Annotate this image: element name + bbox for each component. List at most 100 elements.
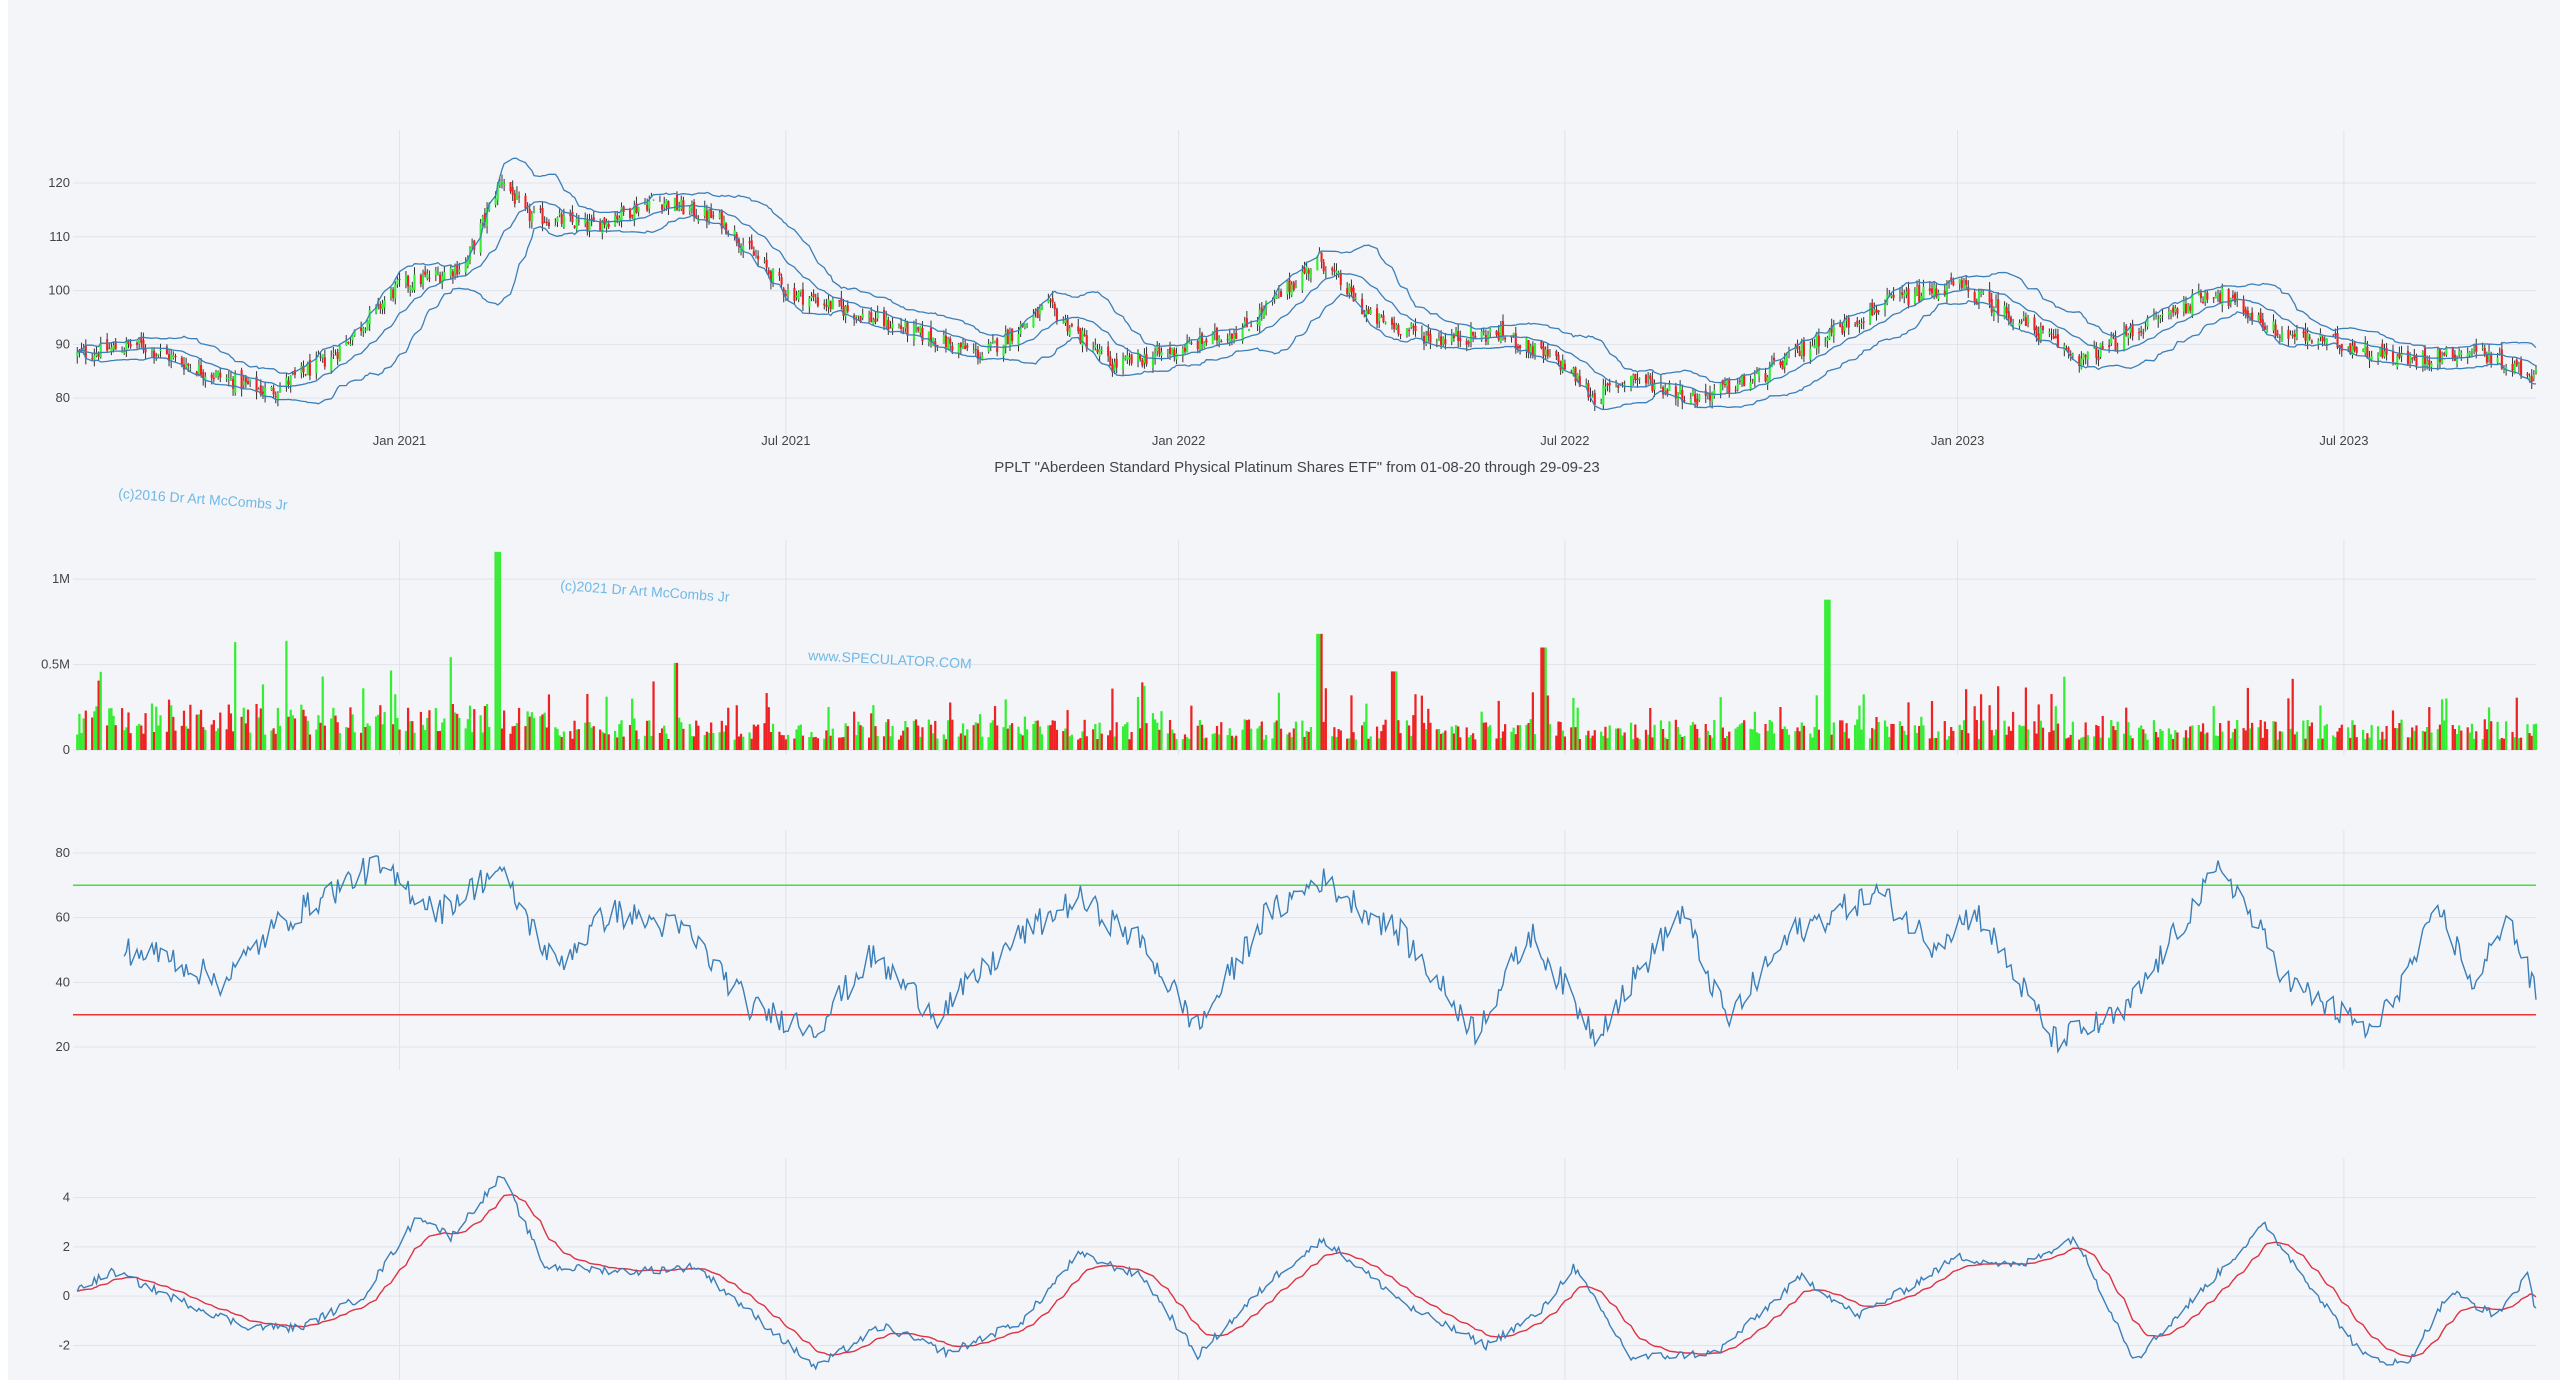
candle-body [227,377,230,380]
watermark-copyright-2021: (c)2021 Dr Art McCombs Jr [560,577,731,605]
candle-body [509,182,512,192]
candle-body [434,270,437,276]
candle-body [2056,334,2059,348]
volume-bar [1928,738,1931,750]
volume-bar [362,688,365,750]
volume-bar [1292,728,1295,750]
candle-body [1738,380,1741,382]
volume-bar [1653,724,1656,750]
candle-body [1467,342,1470,344]
volume-bar [633,718,636,750]
candle-body [441,275,444,284]
candle-body [2441,355,2444,364]
candle-body [957,344,960,354]
candle-body [2370,356,2373,360]
volume-bar [1772,733,1776,750]
volume-bar [1006,728,1009,750]
candle-body [1907,288,1910,306]
candle-body [114,341,117,350]
volume-bar [978,714,982,750]
candle-body [353,329,356,336]
volume-bar [330,718,333,750]
volume-bar [2338,727,2341,750]
volume-bar [2528,733,2531,750]
volume-bar [1452,733,1456,750]
volume-bar [2515,697,2518,750]
volume-bar [739,733,743,750]
candle-body [1367,309,1370,314]
candle-body [2423,347,2427,364]
volume-bar [1704,724,1707,750]
volume-bar [76,734,79,750]
volume-bar [1600,731,1603,750]
volume-bar [2483,719,2486,750]
volume-bar [1935,737,1938,750]
volume-bar [844,723,847,750]
candle-body [750,240,753,250]
volume-bar [1794,731,1797,750]
volume-bar [2110,720,2113,750]
volume-bar [1828,599,1831,750]
candle-body [1587,383,1590,398]
candle-body [2110,336,2113,344]
candle-body [2526,373,2529,376]
volume-bar [1952,730,1955,750]
volume-bar [383,711,386,750]
chart-title: PPLT "Aberdeen Standard Physical Platinu… [994,459,1599,476]
candle-body [778,272,781,277]
candle-body [396,279,399,285]
candle-body [560,214,563,224]
watermark-copyright-2016: (c)2016 Dr Art McCombs Jr [118,485,289,513]
volume-bar [1800,722,1803,750]
candle-body [742,245,745,253]
volume-bar [2526,724,2529,750]
volume-bar [212,720,215,750]
volume-bar [428,710,431,750]
candle-body [526,207,529,209]
volume-bar [1038,726,1041,750]
volume-bar [195,714,198,750]
candle-body [1997,299,2000,316]
volume-bar [125,727,128,750]
volume-bar [443,718,446,750]
candle-body [515,193,518,200]
volume-bar [1813,727,1816,750]
volume-bar [513,725,516,750]
volume-bar [453,712,457,750]
volume-bar [1365,703,1368,750]
candle-body [362,328,365,332]
candle-body [1958,279,1961,284]
candle-body [1098,349,1101,357]
volume-bar [1166,733,1170,750]
volume-bar [742,736,745,750]
volume-bar [1025,729,1029,750]
candle-body [214,372,218,377]
volume-bar [2291,678,2294,750]
candle-body [814,300,817,302]
volume-bar [2287,698,2290,750]
volume-bar [1937,731,1940,750]
volume-bar [1907,702,1910,750]
volume-bar [1139,728,1142,750]
candle-body [1557,354,1560,362]
volume-bar [989,722,992,750]
candle-body [2216,293,2220,296]
volume-bar [976,723,980,750]
volume-bar [1410,735,1413,750]
candle-body [1824,343,1827,345]
volume-bar [1764,724,1767,750]
volume-bar [2445,698,2448,750]
volume-bar [95,706,98,750]
volume-bar [287,716,290,750]
x-tick-label-1: Jul 2021 [761,433,810,448]
volume-bar [1990,730,1993,750]
volume-bar [1873,729,1876,750]
candle-body [1916,286,1919,296]
candle-body [1905,291,1908,295]
volume-bar [2184,730,2188,750]
candle-body [1892,294,1895,299]
volume-bar [1787,734,1791,750]
volume-bar [1510,731,1513,750]
candle-body [407,275,410,287]
candle-body [2458,350,2461,355]
